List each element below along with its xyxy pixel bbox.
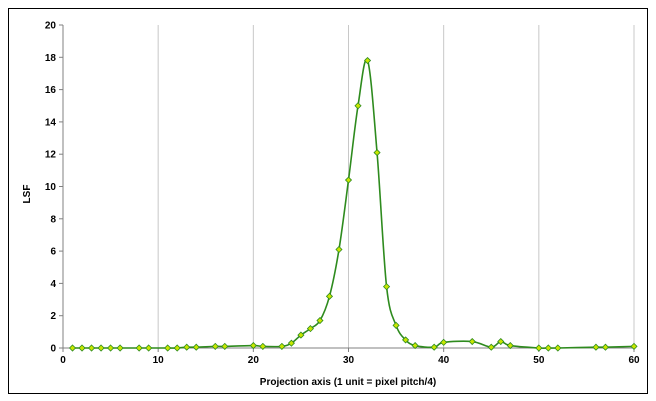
data-point (383, 283, 391, 291)
data-point (297, 331, 305, 339)
data-point (535, 344, 543, 352)
series-layer (68, 56, 638, 352)
x-tick-label: 10 (153, 355, 165, 366)
series-line (72, 58, 635, 349)
data-point (497, 337, 505, 346)
chart-frame: 0 2 4 6 8 10 12 14 16 18 20 0 10 20 30 40 50 60 LSF Proj… (8, 8, 648, 394)
data-point (487, 343, 495, 351)
y-tick-label: 16 (45, 85, 57, 96)
data-point (554, 344, 562, 352)
data-point (164, 344, 172, 352)
data-point (630, 342, 638, 350)
y-tick-label: 12 (45, 150, 57, 161)
data-point (506, 342, 514, 350)
data-point (411, 342, 419, 350)
data-point (601, 343, 610, 351)
y-tick-label: 8 (50, 214, 56, 225)
y-tick-label: 18 (45, 53, 57, 64)
data-point (107, 344, 115, 352)
data-point (468, 337, 476, 346)
data-point (278, 342, 286, 350)
x-tick-label: 50 (533, 355, 545, 366)
y-tick-label: 10 (45, 182, 57, 193)
y-axis-title: LSF (22, 185, 33, 204)
data-point (221, 342, 229, 350)
data-point (325, 292, 334, 300)
x-tick-label: 0 (60, 355, 66, 366)
data-point (259, 342, 267, 350)
data-point (183, 343, 191, 351)
data-point (363, 56, 372, 65)
data-point (373, 149, 381, 157)
data-point (354, 102, 362, 110)
data-point (116, 344, 124, 352)
data-point (287, 339, 295, 347)
data-point (211, 342, 219, 350)
x-tick-label: 30 (343, 355, 355, 366)
y-tick-labels: 0 2 4 6 8 10 12 14 16 18 20 (45, 21, 57, 355)
x-tick-label: 40 (438, 355, 450, 366)
data-point (440, 338, 448, 346)
y-tick-label: 20 (45, 21, 57, 32)
data-point (392, 321, 400, 329)
data-point (592, 343, 600, 351)
data-point (78, 344, 86, 352)
x-tick-label: 20 (248, 355, 260, 366)
data-point (316, 316, 324, 325)
grid-lines (157, 25, 635, 348)
data-point (145, 344, 153, 352)
x-tick-labels: 0 10 20 30 40 50 60 (60, 355, 640, 366)
data-point (344, 176, 353, 184)
data-point (68, 344, 77, 352)
x-axis-title: Projection axis (1 unit = pixel pitch/4) (260, 377, 436, 388)
data-point (306, 325, 314, 333)
y-tick-label: 6 (50, 247, 56, 258)
data-point (87, 344, 96, 352)
y-tick-label: 2 (50, 311, 56, 322)
data-point (249, 342, 257, 350)
y-tick-label: 14 (45, 117, 57, 128)
data-point (544, 344, 552, 352)
data-point (97, 344, 105, 352)
axes (59, 24, 635, 352)
data-point (430, 343, 438, 351)
lsf-line-chart: 0 2 4 6 8 10 12 14 16 18 20 0 10 20 30 40 50 60 LSF Proj… (22, 21, 640, 389)
data-point (135, 344, 143, 352)
data-point (173, 344, 181, 352)
data-point (402, 336, 410, 344)
y-tick-label: 4 (50, 279, 56, 290)
x-tick-label: 60 (628, 355, 640, 366)
y-tick-label: 0 (50, 344, 56, 355)
data-point (335, 245, 343, 254)
data-point (192, 343, 200, 351)
